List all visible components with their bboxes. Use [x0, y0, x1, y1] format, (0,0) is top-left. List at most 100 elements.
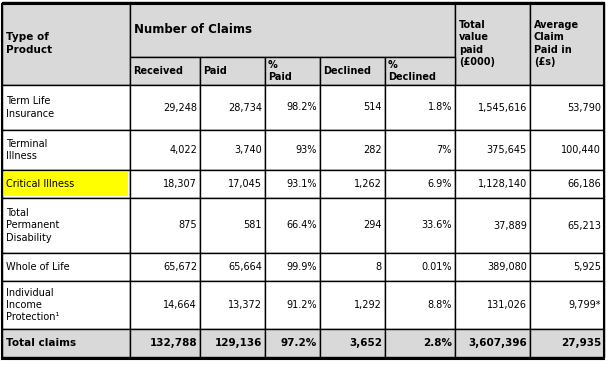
Text: Received: Received	[133, 66, 183, 76]
Bar	[130, 130, 200, 170]
Text: 13,372: 13,372	[228, 300, 262, 310]
Bar	[385, 253, 455, 281]
Text: 3,740: 3,740	[235, 145, 262, 155]
Text: 9,799*: 9,799*	[568, 300, 601, 310]
Text: 18,307: 18,307	[163, 179, 197, 189]
Bar	[455, 329, 530, 357]
Bar	[130, 198, 200, 253]
Text: 91.2%: 91.2%	[287, 300, 317, 310]
Text: 17,045: 17,045	[228, 179, 262, 189]
Text: Whole of Life: Whole of Life	[6, 262, 70, 272]
Bar	[265, 253, 320, 281]
Text: 3,607,396: 3,607,396	[468, 338, 527, 348]
Text: 28,734: 28,734	[228, 102, 262, 113]
Text: 581: 581	[244, 221, 262, 230]
Bar	[200, 329, 265, 357]
Bar	[320, 329, 385, 357]
Text: Declined: Declined	[323, 66, 371, 76]
Bar	[385, 329, 455, 357]
Text: 1,262: 1,262	[354, 179, 382, 189]
Text: 33.6%: 33.6%	[422, 221, 452, 230]
Bar	[265, 57, 320, 85]
Bar	[320, 85, 385, 130]
Bar	[385, 170, 455, 198]
Text: 8: 8	[376, 262, 382, 272]
Bar	[455, 253, 530, 281]
Bar	[130, 329, 200, 357]
Bar	[320, 57, 385, 85]
Text: 65,664: 65,664	[228, 262, 262, 272]
Text: Type of
Product: Type of Product	[6, 32, 52, 55]
Text: 97.2%: 97.2%	[281, 338, 317, 348]
Bar	[530, 85, 604, 130]
Bar	[530, 253, 604, 281]
Bar	[200, 57, 265, 85]
Text: 6.9%: 6.9%	[428, 179, 452, 189]
Bar	[320, 198, 385, 253]
Bar	[455, 170, 530, 198]
Bar	[385, 198, 455, 253]
Text: 2.8%: 2.8%	[423, 338, 452, 348]
Text: Total
Permanent
Disability: Total Permanent Disability	[6, 208, 59, 243]
Bar	[530, 2, 604, 85]
Text: 1,292: 1,292	[354, 300, 382, 310]
Text: 5,925: 5,925	[573, 262, 601, 272]
Bar	[455, 85, 530, 130]
Text: 14,664: 14,664	[163, 300, 197, 310]
Text: 65,213: 65,213	[567, 221, 601, 230]
Text: 131,026: 131,026	[487, 300, 527, 310]
Bar	[320, 170, 385, 198]
Text: 29,248: 29,248	[163, 102, 197, 113]
Text: 66.4%: 66.4%	[287, 221, 317, 230]
Bar	[2, 85, 130, 130]
Text: Average
Claim
Paid in
(£s): Average Claim Paid in (£s)	[534, 20, 579, 67]
Text: 98.2%: 98.2%	[287, 102, 317, 113]
Bar	[130, 281, 200, 329]
Bar	[2, 130, 130, 170]
Bar	[130, 253, 200, 281]
Bar	[2, 170, 130, 198]
Text: 282: 282	[364, 145, 382, 155]
Bar	[265, 85, 320, 130]
Bar	[200, 253, 265, 281]
Bar	[455, 281, 530, 329]
Bar	[530, 130, 604, 170]
Text: 53,790: 53,790	[567, 102, 601, 113]
Bar	[2, 281, 130, 329]
Text: Critical Illness: Critical Illness	[6, 179, 75, 189]
Bar	[265, 329, 320, 357]
Text: Number of Claims: Number of Claims	[134, 23, 252, 36]
Text: 294: 294	[364, 221, 382, 230]
Bar	[530, 281, 604, 329]
Bar	[530, 170, 604, 198]
Text: 93%: 93%	[296, 145, 317, 155]
Text: 1.8%: 1.8%	[428, 102, 452, 113]
Text: Terminal
Illness: Terminal Illness	[6, 139, 47, 161]
Bar	[200, 281, 265, 329]
Bar	[200, 130, 265, 170]
Text: 7%: 7%	[437, 145, 452, 155]
Bar	[2, 2, 130, 85]
Bar	[385, 85, 455, 130]
Text: 66,186: 66,186	[567, 179, 601, 189]
Text: Total claims: Total claims	[6, 338, 76, 348]
Text: 37,889: 37,889	[493, 221, 527, 230]
Text: Term Life
Insurance: Term Life Insurance	[6, 96, 54, 119]
Text: 0.01%: 0.01%	[422, 262, 452, 272]
Bar	[200, 85, 265, 130]
Text: 875: 875	[178, 221, 197, 230]
Bar	[2, 329, 130, 357]
Text: Individual
Income
Protection¹: Individual Income Protection¹	[6, 288, 59, 323]
Bar	[455, 198, 530, 253]
Text: 8.8%: 8.8%	[428, 300, 452, 310]
Text: 1,545,616: 1,545,616	[478, 102, 527, 113]
Text: Paid: Paid	[203, 66, 227, 76]
Bar	[385, 281, 455, 329]
Bar	[265, 281, 320, 329]
Text: 4,022: 4,022	[169, 145, 197, 155]
Bar	[200, 170, 265, 198]
Text: %
Paid: % Paid	[268, 60, 292, 82]
Text: 1,128,140: 1,128,140	[478, 179, 527, 189]
Text: 65,672: 65,672	[163, 262, 197, 272]
Bar	[385, 130, 455, 170]
